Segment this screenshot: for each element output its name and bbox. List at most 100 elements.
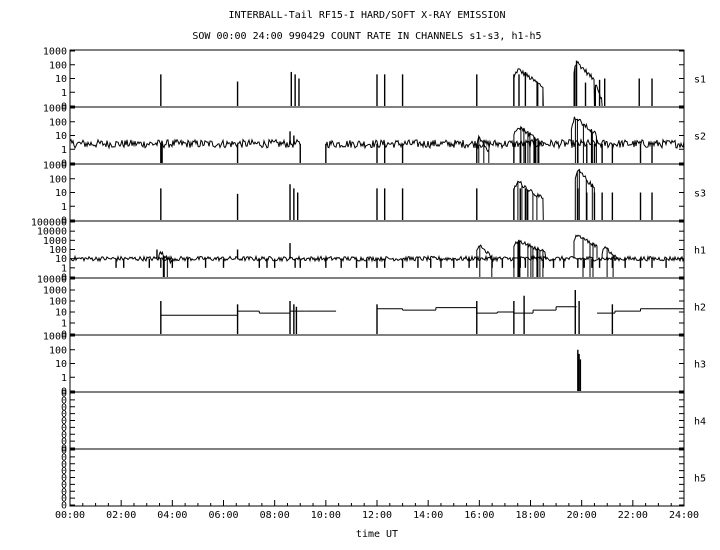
chart-title: INTERBALL-Tail RF15-I HARD/SOFT X-RAY EM… [229,10,506,21]
y-tick-label-h2: 1 [61,319,67,330]
y-tick-label-h4: 0 [61,437,67,448]
y-tick-label-h1: 0 [61,273,67,284]
y-tick-label-h4: 0 [61,423,67,434]
x-tick-label: 18:00 [515,510,545,521]
y-tick-label-s2: 1000 [43,104,67,115]
y-tick-label-s1: 0 [61,102,67,113]
y-tick-label-h5: 0 [61,473,67,484]
y-tick-label-h5: 0 [61,501,67,512]
y-tick-label-h4: 0 [61,444,67,455]
flare-h1 [601,245,618,277]
panel-frame-h3 [69,334,685,393]
x-tick-label: 16:00 [464,510,494,521]
y-tick-label-h5: 0 [61,466,67,477]
y-tick-label-h1: 10000 [37,227,67,238]
y-tick-label-h4: 0 [61,389,67,400]
y-tick-label-s3: 100 [49,174,67,185]
y-tick-label-h2: 10 [55,308,67,319]
y-tick-label-h4: 0 [61,395,67,406]
flare-s3 [513,180,544,221]
panel-h3: 0 1 10 100 1000 h3 [43,332,706,398]
flare-s1 [513,68,544,107]
chart-subtitle: SOW 00:00 24:00 990429 COUNT RATE IN CHA… [192,31,541,42]
x-tick-label: 12:00 [362,510,392,521]
x-tick-label: 24:00 [669,510,699,521]
y-tick-label-h4: 0 [61,402,67,413]
y-tick-label-h5: 0 [61,459,67,470]
y-tick-label-h1: 100 [49,245,67,256]
channel-label-s3: s3 [694,189,706,200]
x-tick-label: 14:00 [413,510,443,521]
x-tick-label: 08:00 [260,510,290,521]
channel-panels: 01101001000s101101001000s201101001000s30… [31,47,706,512]
panel-s2: 0 1 10 100 1000 s2 [43,104,706,170]
flare-s3 [574,168,595,221]
flare-s1 [593,84,603,107]
flare-s2 [513,125,544,163]
y-tick-label-h3: 0 [61,387,67,398]
y-tick-label-h2: 0 [61,330,67,341]
y-tick-label-h3: 100 [49,345,67,356]
flare-h1 [513,239,547,277]
channel-label-h5: h5 [694,474,706,485]
x-axis-label: time UT [356,529,398,540]
y-tick-label-s2: 100 [49,117,67,128]
y-tick-label-h1: 1000 [43,236,67,247]
y-tick-label-h2: 10000 [37,275,67,286]
y-tick-label-h4: 0 [61,416,67,427]
panel-s3: 0 1 10 100 1000 s3 [43,161,706,227]
x-tick-label: 10:00 [311,510,341,521]
flare-s2 [570,116,598,163]
y-tick-label-s1: 1000 [43,47,67,58]
x-tick-label: 04:00 [157,510,187,521]
channel-label-s1: s1 [694,75,706,86]
channel-label-h3: h3 [694,360,706,371]
panel-s1: 0 1 10 100 1000 s1 [43,47,706,113]
flare-s1 [573,60,595,107]
flare-s2 [476,134,491,163]
y-tick-label-h1: 1 [61,263,67,274]
flare-h1 [573,234,598,277]
y-tick-label-h5: 0 [61,446,67,457]
y-tick-label-s2: 1 [61,145,67,156]
x-tick-label: 02:00 [106,510,136,521]
y-tick-label-s1: 10 [55,74,67,85]
channel-label-h1: h1 [694,246,706,257]
y-tick-label-h1: 10 [55,254,67,265]
time-axis: 00:00 02:00 04:00 06:00 08:00 10:00 12:00 14:00… [55,500,699,521]
y-tick-label-h4: 0 [61,409,67,420]
y-tick-label-h3: 1 [61,373,67,384]
y-tick-label-h5: 0 [61,494,67,505]
y-tick-label-s2: 0 [61,159,67,170]
y-tick-label-h5: 0 [61,480,67,491]
y-tick-label-h4: 0 [61,430,67,441]
panel-frame-h4 [69,391,685,450]
x-tick-label: 20:00 [567,510,597,521]
x-tick-label: 22:00 [618,510,648,521]
y-tick-label-h2: 100 [49,297,67,308]
y-tick-label-s3: 10 [55,188,67,199]
panel-frame-h1 [69,220,685,279]
x-tick-label: 06:00 [208,510,238,521]
y-tick-label-h5: 0 [61,452,67,463]
flare-h1 [157,250,173,277]
y-tick-label-h5: 0 [61,487,67,498]
series-trace-s2 [69,137,685,150]
y-tick-label-h3: 1000 [43,332,67,343]
y-tick-label-s1: 100 [49,60,67,71]
y-tick-label-h2: 1000 [43,286,67,297]
y-tick-label-s3: 1000 [43,161,67,172]
y-tick-label-h1: 100000 [31,218,67,229]
channel-label-h2: h2 [694,303,706,314]
x-tick-label: 00:00 [55,510,85,521]
y-tick-label-s2: 10 [55,131,67,142]
channel-label-s2: s2 [694,132,706,143]
y-tick-label-s1: 1 [61,88,67,99]
y-tick-label-s3: 1 [61,202,67,213]
y-tick-label-s3: 0 [61,216,67,227]
